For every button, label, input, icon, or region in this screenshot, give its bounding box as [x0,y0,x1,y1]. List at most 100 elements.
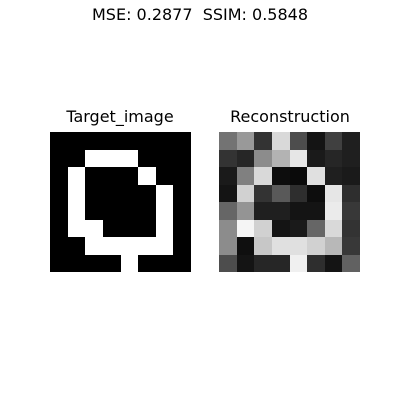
reconstruction-cell-r2-c0 [219,167,237,185]
reconstruction-cell-r4-c3 [272,202,290,220]
reconstruction-cell-r5-c0 [219,220,237,238]
target-image-cell-r7-c6 [156,255,174,273]
target-image-cell-r1-c2 [85,150,103,168]
reconstruction-cell-r7-c0 [219,255,237,273]
target-image-cell-r4-c7 [173,202,191,220]
reconstruction-heatmap [219,132,360,272]
target-image-cell-r7-c7 [173,255,191,273]
target-image-cell-r6-c6 [156,237,174,255]
target-image-cell-r4-c4 [121,202,139,220]
target-image-cell-r1-c3 [103,150,121,168]
reconstruction-cell-r5-c6 [325,220,343,238]
target-image-cell-r6-c3 [103,237,121,255]
reconstruction-cell-r4-c2 [254,202,272,220]
target-image-cell-r3-c6 [156,185,174,203]
reconstruction-cell-r0-c3 [272,132,290,150]
reconstruction-cell-r6-c4 [290,237,308,255]
reconstruction-cell-r1-c4 [290,150,308,168]
reconstruction-cell-r6-c5 [307,237,325,255]
figure-suptitle: MSE: 0.2877 SSIM: 0.5848 [0,5,400,24]
target-image-cell-r0-c5 [138,132,156,150]
target-image-cell-r7-c5 [138,255,156,273]
target-image-cell-r3-c7 [173,185,191,203]
target-image-heatmap [50,132,191,272]
reconstruction-cell-r6-c7 [342,237,360,255]
target-image-cell-r6-c0 [50,237,68,255]
target-image-cell-r4-c0 [50,202,68,220]
reconstruction-cell-r6-c0 [219,237,237,255]
reconstruction-cell-r7-c4 [290,255,308,273]
target-image-cell-r6-c4 [121,237,139,255]
target-image-cell-r4-c6 [156,202,174,220]
target-image-cell-r1-c5 [138,150,156,168]
reconstruction-cell-r0-c2 [254,132,272,150]
reconstruction-cell-r5-c5 [307,220,325,238]
target-image-cell-r1-c1 [68,150,86,168]
target-image-cell-r6-c7 [173,237,191,255]
target-image-cell-r3-c2 [85,185,103,203]
target-image-cell-r3-c1 [68,185,86,203]
reconstruction-cell-r1-c7 [342,150,360,168]
target-image-cell-r0-c6 [156,132,174,150]
target-image-cell-r5-c0 [50,220,68,238]
reconstruction-title: Reconstruction [210,107,370,126]
reconstruction-cell-r3-c6 [325,185,343,203]
reconstruction-cell-r2-c3 [272,167,290,185]
target-image-cell-r0-c3 [103,132,121,150]
reconstruction-cell-r0-c0 [219,132,237,150]
target-image-cell-r5-c6 [156,220,174,238]
reconstruction-cell-r2-c6 [325,167,343,185]
reconstruction-cell-r7-c7 [342,255,360,273]
target-image-cell-r2-c3 [103,167,121,185]
reconstruction-cell-r1-c0 [219,150,237,168]
target-image-cell-r2-c7 [173,167,191,185]
reconstruction-cell-r0-c6 [325,132,343,150]
target-image-cell-r4-c3 [103,202,121,220]
reconstruction-cell-r0-c7 [342,132,360,150]
target-image-cell-r3-c3 [103,185,121,203]
target-image-cell-r0-c2 [85,132,103,150]
reconstruction-cell-r1-c5 [307,150,325,168]
target-image-cell-r5-c1 [68,220,86,238]
reconstruction-cell-r3-c0 [219,185,237,203]
reconstruction-cell-r7-c1 [237,255,255,273]
reconstruction-cell-r7-c5 [307,255,325,273]
reconstruction-cell-r2-c1 [237,167,255,185]
target-image-cell-r6-c5 [138,237,156,255]
reconstruction-cell-r3-c7 [342,185,360,203]
reconstruction-cell-r4-c5 [307,202,325,220]
target-image-cell-r3-c0 [50,185,68,203]
reconstruction-cell-r7-c2 [254,255,272,273]
target-image-cell-r0-c4 [121,132,139,150]
reconstruction-cell-r1-c3 [272,150,290,168]
target-image-cell-r0-c0 [50,132,68,150]
reconstruction-cell-r2-c4 [290,167,308,185]
reconstruction-cell-r5-c3 [272,220,290,238]
reconstruction-cell-r4-c6 [325,202,343,220]
reconstruction-cell-r2-c7 [342,167,360,185]
reconstruction-cell-r2-c5 [307,167,325,185]
target-image-cell-r7-c3 [103,255,121,273]
target-image-cell-r2-c4 [121,167,139,185]
target-image-cell-r1-c6 [156,150,174,168]
target-image-cell-r2-c0 [50,167,68,185]
reconstruction-cell-r3-c1 [237,185,255,203]
reconstruction-cell-r3-c3 [272,185,290,203]
reconstruction-cell-r4-c4 [290,202,308,220]
reconstruction-cell-r7-c6 [325,255,343,273]
target-image-cell-r7-c1 [68,255,86,273]
reconstruction-cell-r4-c1 [237,202,255,220]
reconstruction-cell-r1-c1 [237,150,255,168]
target-image-cell-r5-c4 [121,220,139,238]
target-image-title: Target_image [40,107,200,126]
target-image-cell-r5-c7 [173,220,191,238]
reconstruction-cell-r4-c0 [219,202,237,220]
target-image-cell-r5-c5 [138,220,156,238]
reconstruction-cell-r3-c4 [290,185,308,203]
reconstruction-cell-r5-c7 [342,220,360,238]
target-image-cell-r5-c2 [85,220,103,238]
target-image-cell-r2-c2 [85,167,103,185]
target-image-cell-r1-c0 [50,150,68,168]
target-image-cell-r2-c6 [156,167,174,185]
target-image-cell-r0-c1 [68,132,86,150]
